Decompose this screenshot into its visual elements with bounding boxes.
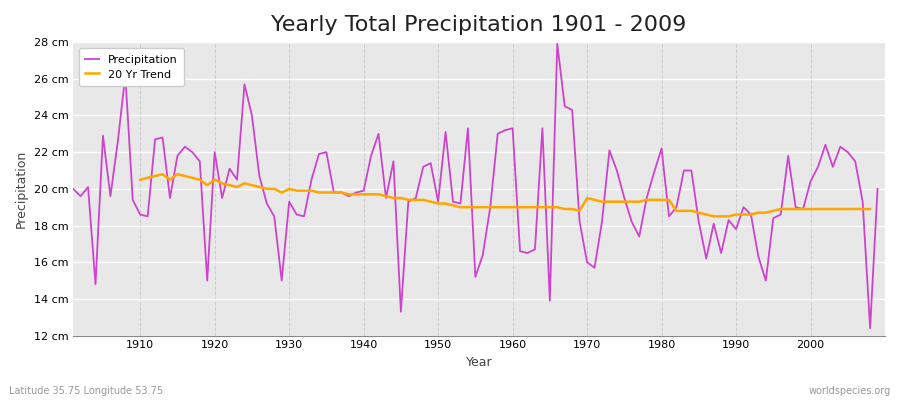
Precipitation (292, 212, 302, 217)
Precipitation (552, 42, 562, 46)
Text: Latitude 35.75 Longitude 53.75: Latitude 35.75 Longitude 53.75 (9, 386, 163, 396)
20 Yr Trend (508, 205, 518, 210)
Precipitation (508, 126, 518, 131)
Line: 20 Yr Trend: 20 Yr Trend (140, 174, 870, 216)
Legend: Precipitation, 20 Yr Trend: Precipitation, 20 Yr Trend (78, 48, 184, 86)
X-axis label: Year: Year (466, 356, 492, 369)
Precipitation (336, 190, 346, 195)
Precipitation (128, 198, 139, 202)
Precipitation (604, 148, 615, 153)
20 Yr Trend (529, 205, 540, 210)
Title: Yearly Total Precipitation 1901 - 2009: Yearly Total Precipitation 1901 - 2009 (272, 15, 687, 35)
Y-axis label: Precipitation: Precipitation (15, 150, 28, 228)
20 Yr Trend (708, 214, 719, 219)
20 Yr Trend (865, 207, 876, 212)
20 Yr Trend (158, 172, 168, 176)
Precipitation (500, 128, 510, 132)
20 Yr Trend (135, 177, 146, 182)
Line: Precipitation: Precipitation (73, 44, 878, 328)
Precipitation (872, 186, 883, 191)
20 Yr Trend (313, 190, 324, 195)
20 Yr Trend (724, 214, 734, 219)
20 Yr Trend (365, 192, 376, 197)
Precipitation (68, 186, 78, 191)
Text: worldspecies.org: worldspecies.org (809, 386, 891, 396)
20 Yr Trend (336, 190, 346, 195)
Precipitation (865, 326, 876, 331)
